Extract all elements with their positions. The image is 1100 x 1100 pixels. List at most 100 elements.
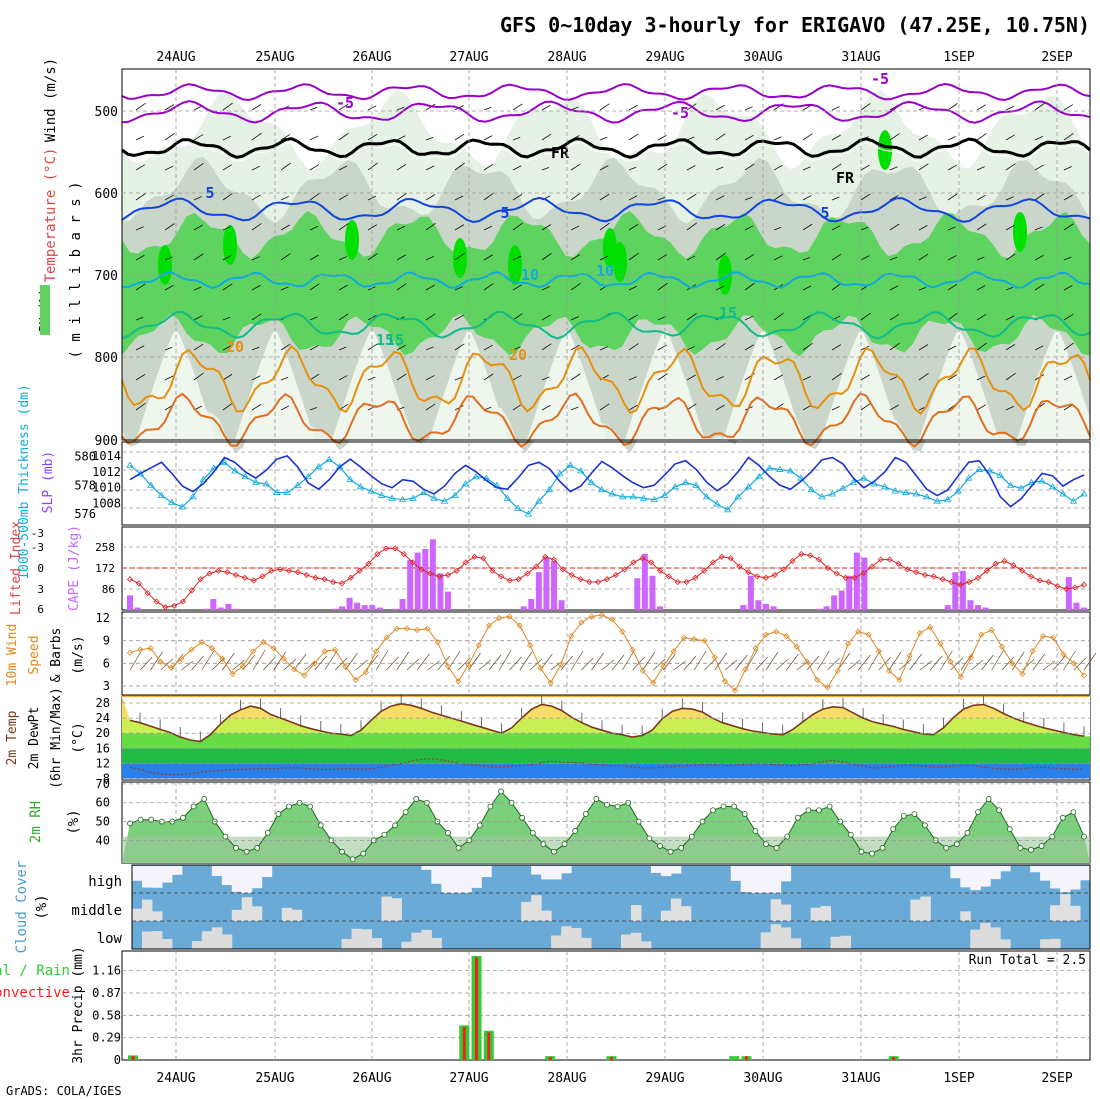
- wind-barb: [425, 256, 434, 261]
- rh-point: [720, 803, 727, 810]
- wind-barb: [1001, 656, 1015, 671]
- rh-point: [476, 822, 483, 829]
- cloud-low-cell: [770, 924, 782, 949]
- cape-bar: [763, 603, 769, 610]
- wind-point: [886, 667, 893, 674]
- thickness-point: [985, 467, 994, 474]
- wind-barb: [135, 193, 146, 201]
- rh-point: [741, 811, 748, 817]
- thickness-point: [514, 504, 522, 511]
- y-tick: 172: [95, 562, 115, 575]
- wind-barb: [765, 651, 779, 671]
- li-point: [489, 567, 496, 574]
- wind-barb: [338, 313, 349, 321]
- li-point: [612, 571, 619, 579]
- rh-point: [667, 848, 674, 855]
- axis-label: (%): [34, 894, 50, 919]
- cape-bar: [649, 575, 656, 610]
- y-tick: 258: [95, 541, 115, 554]
- li-point: [418, 566, 425, 573]
- wind-barb: [628, 224, 639, 231]
- li-point: [135, 580, 142, 587]
- thickness-point: [723, 506, 732, 513]
- wind-barb: [263, 656, 276, 671]
- wind-barb: [1034, 226, 1043, 231]
- wind-barb: [919, 660, 933, 671]
- y-tick: 578: [74, 478, 96, 492]
- wind-barb: [714, 652, 727, 671]
- rh-point: [975, 809, 981, 816]
- thickness-point: [1017, 484, 1025, 491]
- date-tick-bottom: 31AUG: [841, 1071, 880, 1086]
- li-point: [727, 555, 734, 562]
- wind-point: [229, 670, 236, 677]
- wind-barb: [334, 657, 348, 671]
- wind-point: [906, 652, 913, 659]
- y-tick: 20: [96, 726, 110, 740]
- date-tick-bottom: 29AUG: [645, 1071, 684, 1086]
- axis-label: ( m i l l i b a r s ): [68, 181, 84, 358]
- thickness-point: [1006, 481, 1015, 488]
- wind-barb: [193, 315, 203, 321]
- wind-point: [373, 648, 380, 655]
- cloud-middle-cell: [241, 897, 253, 921]
- wind-barb: [827, 657, 840, 671]
- wind-barb: [1005, 224, 1015, 231]
- wind-point: [968, 654, 975, 661]
- wind-barb: [251, 223, 262, 231]
- thickness-point: [839, 484, 847, 491]
- rh-point: [593, 796, 600, 802]
- li-point: [709, 559, 717, 566]
- wind-barb: [715, 285, 725, 291]
- rh-point: [1081, 833, 1087, 840]
- rh-point: [794, 814, 801, 821]
- wind-barb: [652, 658, 666, 671]
- wind-barb: [599, 193, 610, 201]
- wind-barb: [837, 652, 851, 671]
- cape-bar: [952, 572, 959, 610]
- cloud-low-cell: [431, 937, 442, 949]
- wind-point: [1080, 672, 1088, 679]
- wind-barb: [222, 164, 233, 171]
- li-point: [1063, 585, 1070, 593]
- contour-label: 10: [596, 262, 614, 280]
- thickness-point: [283, 488, 291, 495]
- rh-point: [275, 811, 282, 817]
- date-tick-top: 24AUG: [156, 50, 195, 65]
- axis-label: 10m Wind: [5, 624, 20, 687]
- wind-barb: [396, 344, 406, 351]
- rh-point: [551, 848, 557, 855]
- cloud-middle-cell: [630, 904, 642, 921]
- wind-point: [834, 667, 841, 674]
- wind-barb: [416, 653, 430, 671]
- precip-total-bar: [729, 1056, 740, 1060]
- cloud-low-cell: [221, 934, 233, 949]
- li-point: [224, 569, 231, 576]
- li-point: [815, 556, 823, 563]
- cloud-low-cell: [840, 935, 851, 949]
- y-tick: 1.16: [92, 964, 121, 978]
- cloud-high-cell: [1000, 866, 1011, 872]
- rh-point: [540, 841, 547, 848]
- cape-bar: [634, 578, 641, 610]
- wind-barb: [304, 660, 317, 671]
- wind-point: [208, 645, 216, 652]
- cloud-high-cell: [431, 866, 442, 884]
- li-point: [533, 563, 540, 570]
- wind-barb: [628, 376, 637, 381]
- thickness-point: [325, 455, 333, 462]
- y-tick: 1014: [92, 449, 121, 463]
- cloud-low-cell: [830, 936, 842, 949]
- cape-bar: [376, 607, 383, 610]
- thickness-point: [367, 487, 375, 494]
- thickness-point: [377, 491, 386, 498]
- wind-barb: [396, 135, 406, 141]
- temp-band: [122, 763, 1090, 779]
- cape-bar: [346, 597, 353, 610]
- wind-barb: [211, 657, 225, 671]
- wind-barb: [744, 315, 754, 321]
- rh-point: [243, 848, 250, 855]
- wind-barb: [599, 403, 610, 411]
- y-tick: 6: [37, 603, 44, 616]
